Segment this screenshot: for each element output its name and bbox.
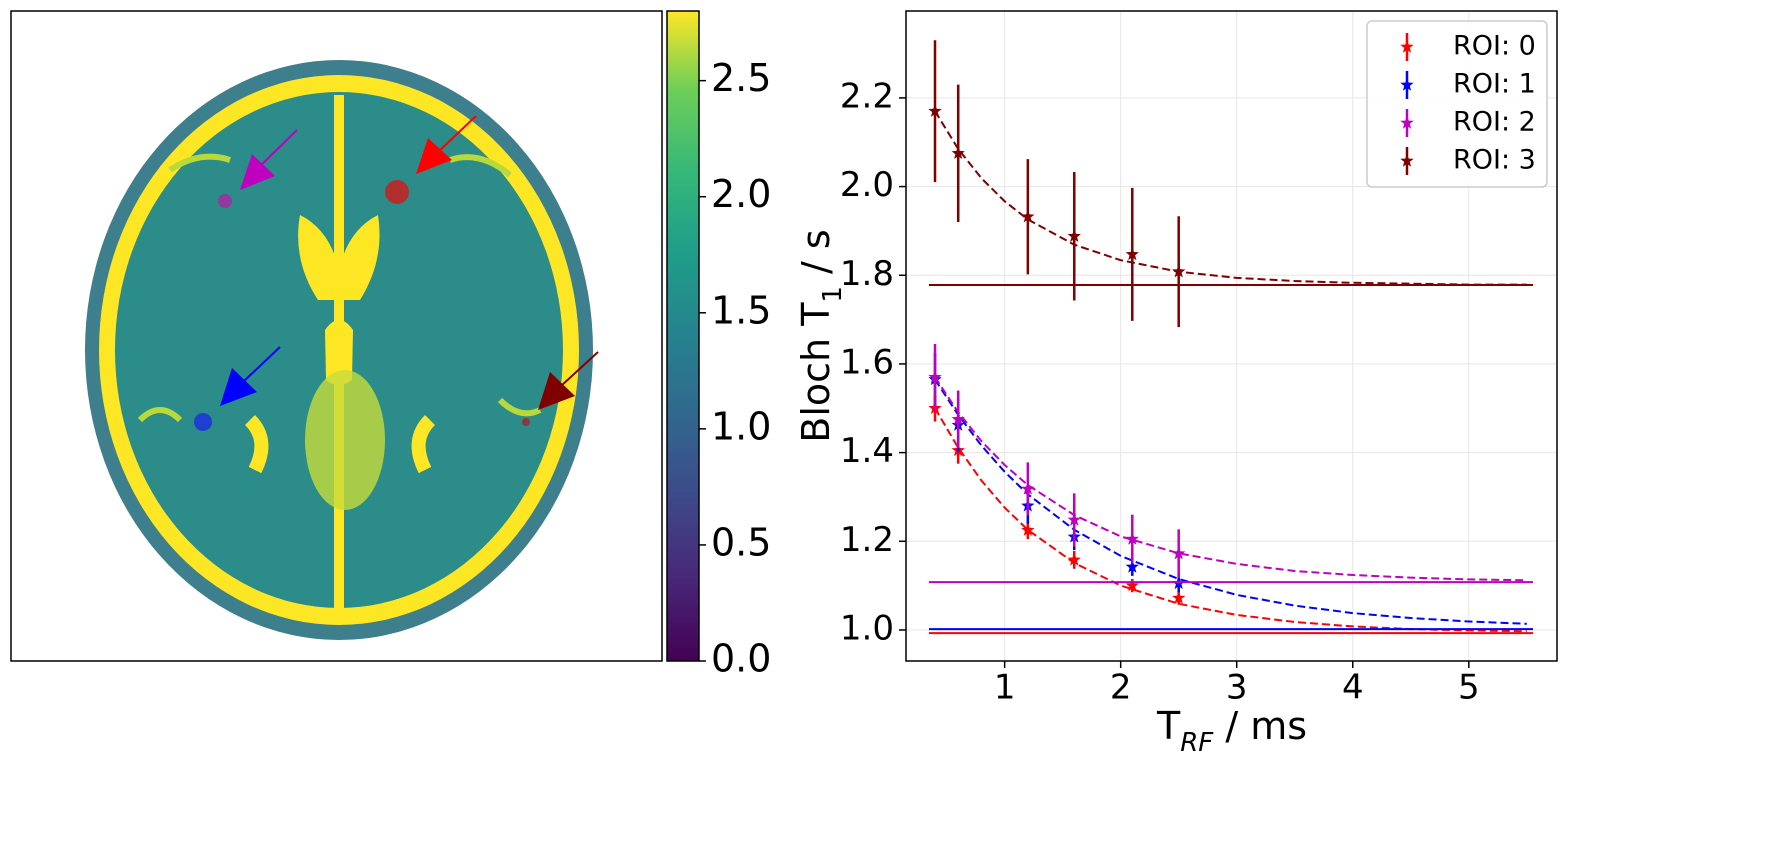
legend-marker bbox=[1400, 40, 1414, 53]
x-label-sub: RF bbox=[1180, 728, 1214, 758]
fit-curve bbox=[934, 110, 1527, 286]
data-point bbox=[1021, 523, 1035, 536]
legend-label: ROI: 1 bbox=[1453, 69, 1536, 100]
x-axis-label: TRF / ms bbox=[1156, 704, 1307, 758]
brain-image bbox=[10, 10, 663, 662]
legend-label: ROI: 2 bbox=[1453, 107, 1536, 138]
data-point bbox=[1172, 546, 1186, 560]
fit-curve bbox=[934, 376, 1527, 582]
y-label-main: Bloch T bbox=[794, 302, 838, 443]
data-point bbox=[1172, 264, 1186, 278]
legend-marker bbox=[1400, 154, 1414, 167]
legend-box bbox=[1366, 20, 1548, 188]
data-point bbox=[1125, 532, 1139, 545]
data-point bbox=[1125, 560, 1139, 573]
colorbar-tick-label: 1.0 bbox=[711, 404, 771, 448]
colorbar-tick-label: 1.5 bbox=[711, 288, 771, 332]
legend-label: ROI: 3 bbox=[1453, 145, 1536, 176]
data-point bbox=[928, 104, 942, 117]
y-tick-label: 2.0 bbox=[840, 165, 894, 205]
x-tick-label: 1 bbox=[994, 668, 1016, 708]
y-tick-label: 1.4 bbox=[840, 431, 894, 471]
legend-marker bbox=[1400, 116, 1414, 129]
legend-label: ROI: 0 bbox=[1453, 31, 1536, 62]
data-point bbox=[1067, 513, 1081, 526]
data-point bbox=[1172, 591, 1186, 604]
colorbar-tick-label: 0.0 bbox=[711, 637, 771, 681]
data-point bbox=[1125, 247, 1139, 261]
x-tick-label: 4 bbox=[1342, 668, 1364, 708]
plot-frame bbox=[905, 10, 1558, 662]
fit-curve bbox=[934, 407, 1527, 633]
colorbar-tick-label: 0.5 bbox=[711, 520, 771, 564]
y-axis-label: Bloch T1 / s bbox=[794, 229, 848, 442]
data-point bbox=[1067, 552, 1081, 566]
data-point bbox=[1067, 229, 1081, 242]
legend: ROI: 0 ROI: 1 ROI: 2 ROI: 3 bbox=[1366, 20, 1548, 188]
y-tick-label: 1.0 bbox=[840, 608, 894, 648]
y-tick-label: 2.2 bbox=[840, 76, 894, 116]
data-point bbox=[1021, 209, 1035, 223]
y-tick-label: 1.6 bbox=[840, 342, 894, 382]
y-tick-label: 1.2 bbox=[840, 520, 894, 560]
x-tick-label: 2 bbox=[1110, 668, 1132, 708]
colorbar bbox=[666, 10, 700, 662]
legend-marker bbox=[1400, 78, 1414, 91]
colorbar-tick-label: 2.0 bbox=[711, 172, 771, 216]
data-point bbox=[1021, 482, 1035, 495]
y-tick-label: 1.8 bbox=[840, 254, 894, 294]
x-tick-label: 3 bbox=[1226, 668, 1248, 708]
data-point bbox=[1125, 578, 1139, 592]
x-label-main: T bbox=[1156, 704, 1181, 748]
x-tick-label: 5 bbox=[1458, 668, 1480, 708]
x-label-rest: / ms bbox=[1213, 704, 1307, 748]
data-point bbox=[951, 146, 965, 159]
plot: TRF / ms Bloch T1 / s 1 2 3 4 51.01.21.41.61… bbox=[794, 10, 1558, 758]
y-label-rest: / s bbox=[794, 229, 838, 286]
colorbar-tick-label: 2.5 bbox=[711, 56, 771, 100]
data-point bbox=[951, 412, 965, 425]
y-label-sub: 1 bbox=[818, 286, 848, 303]
data-point bbox=[928, 370, 942, 383]
fit-curve bbox=[934, 378, 1527, 625]
colorbar-ticks: 0.0 0.5 1.0 1.5 2.0 2.5 bbox=[699, 56, 771, 681]
